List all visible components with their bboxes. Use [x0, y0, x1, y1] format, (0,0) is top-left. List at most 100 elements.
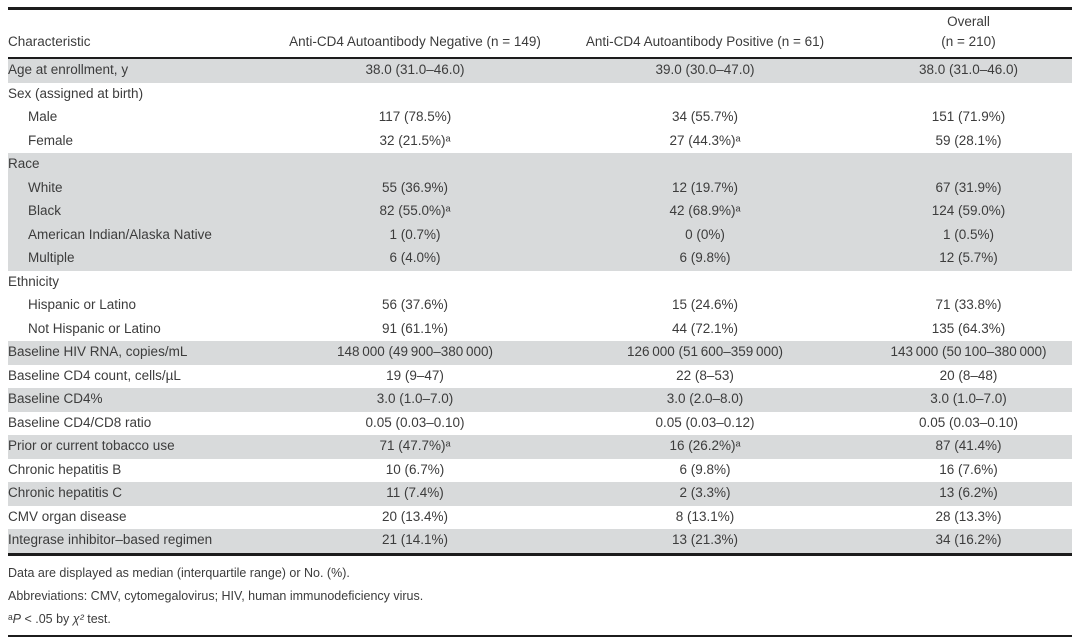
cell-positive: 22 (8–53) — [676, 367, 734, 383]
cell-positive: 13 (21.3%) — [545, 529, 865, 556]
cell-positive: 0.05 (0.03–0.12) — [655, 414, 755, 430]
table-row: Multiple 6 (4.0%) 6 (9.8%) 12 (5.7%) — [8, 247, 1072, 271]
cell-overall: 59 (28.1%) — [935, 132, 1002, 148]
cell-overall: 143 000 (50 100–380 000) — [890, 344, 1047, 360]
cell-positive — [545, 153, 865, 177]
cell-overall — [865, 153, 1072, 177]
row-label: Prior or current tobacco use — [8, 438, 175, 454]
significance-chi-squared-symbol: χ² — [72, 611, 84, 626]
footnote-abbreviations: Abbreviations: CMV, cytomegalovirus; HIV… — [8, 588, 424, 603]
table-row: Baseline CD4% 3.0 (1.0–7.0) 3.0 (2.0–8.0… — [8, 388, 1072, 412]
cell-overall: 87 (41.4%) — [935, 438, 1002, 454]
cell-positive: 42 (68.9%)ᵃ — [669, 203, 741, 219]
cell-overall: 151 (71.9%) — [931, 109, 1006, 125]
cell-negative: 0.05 (0.03–0.10) — [365, 414, 465, 430]
row-label: Baseline CD4 count, cells/µL — [8, 367, 181, 383]
cell-negative: 71 (47.7%)ᵃ — [379, 438, 451, 454]
table-row: Baseline HIV RNA, copies/mL 148 000 (49 … — [8, 341, 1072, 365]
row-label: White — [28, 179, 63, 195]
cell-overall: 135 (64.3%) — [931, 320, 1006, 336]
significance-marker: ᵃ — [8, 611, 13, 626]
row-label: Female — [28, 132, 74, 148]
table-header: Characteristic Anti-CD4 Autoantibody Neg… — [8, 10, 1072, 59]
cell-negative: 56 (37.6%) — [381, 297, 449, 313]
cell-positive: 34 (55.7%) — [671, 109, 739, 125]
cell-negative: 19 (9–47) — [386, 367, 444, 383]
cell-negative — [285, 271, 545, 295]
cell-negative: 148 000 (49 900–380 000) — [337, 344, 493, 360]
table-row: Black 82 (55.0%)ᵃ 42 (68.9%)ᵃ 124 (59.0%… — [8, 200, 1072, 224]
table-row: American Indian/Alaska Native 1 (0.7%) 0… — [8, 223, 1072, 247]
cell-overall: 0.05 (0.03–0.10) — [918, 414, 1019, 430]
table-row: Male 117 (78.5%) 34 (55.7%) 151 (71.9%) — [8, 106, 1072, 130]
table-row: Baseline CD4 count, cells/µL 19 (9–47) 2… — [8, 365, 1072, 389]
cell-negative: 55 (36.9%) — [381, 179, 449, 195]
row-label: Hispanic or Latino — [28, 297, 137, 313]
cell-positive: 27 (44.3%)ᵃ — [669, 132, 741, 148]
row-label: Sex (assigned at birth) — [8, 85, 144, 101]
footnotes: Data are displayed as median (interquart… — [8, 562, 1072, 631]
cell-positive: 16 (26.2%)ᵃ — [669, 438, 741, 454]
cell-positive: 2 (3.3%) — [679, 485, 731, 501]
cell-negative: 1 (0.7%) — [389, 226, 441, 242]
row-label: Chronic hepatitis C — [8, 485, 123, 501]
row-label: Chronic hepatitis B — [8, 461, 122, 477]
cell-overall: 67 (31.9%) — [935, 179, 1002, 195]
row-label: Race — [8, 156, 40, 172]
top-rule — [8, 7, 1072, 10]
cell-positive: 8 (13.1%) — [675, 508, 735, 524]
row-label: Age at enrollment, y — [8, 62, 129, 78]
table-row: White 55 (36.9%) 12 (19.7%) 67 (31.9%) — [8, 176, 1072, 200]
row-label: Male — [28, 109, 58, 125]
table-body: Age at enrollment, y 38.0 (31.0–46.0) 39… — [8, 58, 1072, 556]
cell-positive: 12 (19.7%) — [671, 179, 739, 195]
table-row: Hispanic or Latino 56 (37.6%) 15 (24.6%)… — [8, 294, 1072, 318]
row-label: CMV organ disease — [8, 508, 127, 524]
cell-negative: 91 (61.1%) — [381, 320, 449, 336]
cell-overall: 13 (6.2%) — [939, 485, 998, 501]
cell-overall: 71 (33.8%) — [935, 297, 1002, 313]
cell-negative: 32 (21.5%)ᵃ — [379, 132, 451, 148]
significance-p-symbol: P — [12, 611, 21, 626]
footnote-data-note: Data are displayed as median (interquart… — [8, 565, 350, 580]
cell-negative: 38.0 (31.0–46.0) — [365, 62, 465, 78]
cell-negative: 117 (78.5%) — [378, 109, 452, 125]
cell-overall — [865, 83, 1072, 107]
table-row: Age at enrollment, y 38.0 (31.0–46.0) 39… — [8, 58, 1072, 83]
table-row: Prior or current tobacco use 71 (47.7%)ᵃ… — [8, 435, 1072, 459]
row-label: Not Hispanic or Latino — [28, 320, 161, 336]
cell-overall: 1 (0.5%) — [942, 226, 995, 242]
cell-negative: 11 (7.4%) — [386, 485, 444, 501]
cell-positive — [545, 271, 865, 295]
cell-overall: 16 (7.6%) — [939, 461, 998, 477]
cell-positive: 44 (72.1%) — [671, 320, 739, 336]
cell-overall: 12 (5.7%) — [939, 250, 998, 266]
significance-mid-text: < .05 by — [21, 611, 73, 626]
significance-end-text: test. — [83, 611, 111, 626]
row-label: Black — [28, 203, 62, 219]
cell-overall: 38.0 (31.0–46.0) — [918, 62, 1019, 78]
header-row: Characteristic Anti-CD4 Autoantibody Neg… — [8, 10, 1072, 59]
cell-positive: 126 000 (51 600–359 000) — [627, 344, 783, 360]
cell-overall: 124 (59.0%) — [931, 203, 1006, 219]
row-label: Baseline CD4% — [8, 391, 103, 407]
cell-overall — [865, 271, 1072, 295]
row-label: Multiple — [28, 250, 75, 266]
cell-negative: 20 (13.4%) — [381, 508, 449, 524]
cell-positive — [545, 83, 865, 107]
table-row: Chronic hepatitis B 10 (6.7%) 6 (9.8%) 1… — [8, 459, 1072, 483]
row-label: Ethnicity — [8, 273, 60, 289]
cell-negative: 21 (14.1%) — [285, 529, 545, 556]
table-row: Ethnicity — [8, 271, 1072, 295]
cell-positive: 39.0 (30.0–47.0) — [655, 62, 755, 78]
bottom-rule — [8, 635, 1072, 637]
header-negative-column: Anti-CD4 Autoantibody Negative (n = 149) — [285, 10, 545, 59]
cell-negative — [285, 153, 545, 177]
header-overall-column: Overall (n = 210) — [865, 10, 1072, 59]
header-characteristic: Characteristic — [8, 10, 285, 59]
header-overall-line2: (n = 210) — [941, 34, 996, 49]
table-row: Race — [8, 153, 1072, 177]
cell-positive: 6 (9.8%) — [679, 250, 731, 266]
cell-negative: 10 (6.7%) — [385, 461, 445, 477]
